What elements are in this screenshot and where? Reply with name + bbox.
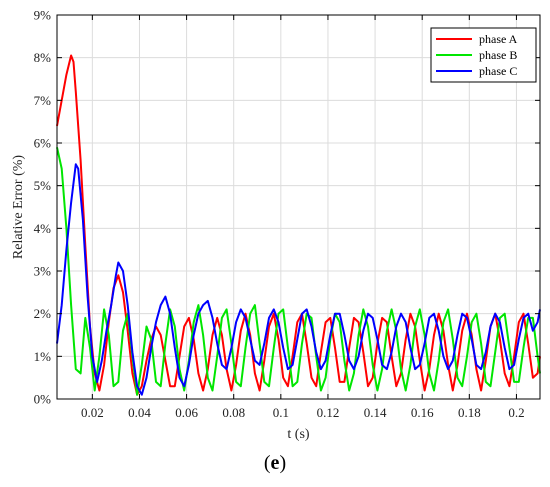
y-axis-label: Relative Error (%) (11, 155, 26, 260)
x-tick-label: 0.04 (128, 405, 151, 420)
series-line-phase-b (56, 147, 541, 396)
legend-label: phase C (479, 64, 517, 78)
caption-close: ) (279, 452, 287, 474)
legend-label: phase A (479, 32, 518, 46)
y-tick-label: 2% (34, 306, 52, 321)
x-tick-label: 0.14 (364, 405, 387, 420)
x-tick-label: 0.1 (273, 405, 289, 420)
series-line-phase-c (56, 163, 541, 396)
x-tick-label: 0.2 (508, 405, 524, 420)
relative-error-chart: 0.02 0.04 0.06 0.08 0.1 0.12 0.14 0.16 0.18 0.2 0%… (11, 8, 541, 442)
figure-caption: (e) (0, 452, 550, 475)
x-tick-label: 0.18 (458, 405, 481, 420)
plot-frame (56, 14, 541, 400)
legend-label: phase B (479, 48, 517, 62)
series-line-phase-a (56, 54, 541, 396)
caption-open: ( (263, 452, 271, 474)
x-tick-label: 0.16 (411, 405, 434, 420)
y-tick-label: 8% (34, 50, 52, 65)
series-lines (56, 54, 541, 396)
x-tick-label: 0.08 (222, 405, 245, 420)
y-tick-label: 7% (34, 93, 52, 108)
x-axis-label: t (s) (287, 427, 310, 442)
y-tick-label: 1% (34, 349, 52, 364)
x-tick-label: 0.02 (81, 405, 104, 420)
legend: phase A phase B phase C (430, 27, 537, 83)
y-tick-label: 0% (34, 392, 52, 407)
x-tick-label: 0.12 (317, 405, 340, 420)
y-tick-label: 6% (34, 136, 52, 151)
y-tick-label: 4% (34, 221, 52, 236)
axis-ticks: 0.02 0.04 0.06 0.08 0.1 0.12 0.14 0.16 0.18 0.2 0%… (34, 8, 540, 420)
y-tick-label: 3% (34, 264, 52, 279)
x-tick-label: 0.06 (175, 405, 198, 420)
caption-letter: e (270, 452, 280, 474)
y-tick-label: 9% (34, 8, 52, 23)
y-tick-label: 5% (34, 178, 52, 193)
